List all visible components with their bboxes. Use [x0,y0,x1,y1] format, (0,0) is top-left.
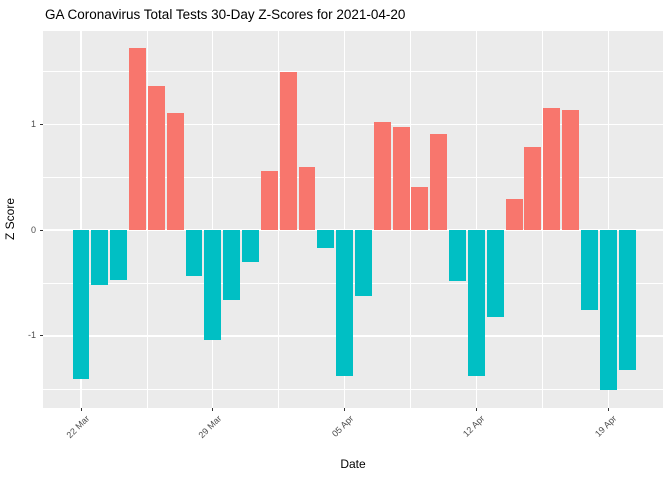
bar [392,127,410,231]
bar [166,112,184,231]
y-tick-label: 0 [30,224,36,235]
gridline-minor-h [43,176,663,178]
bar [449,230,467,281]
gridline-minor-h [43,70,663,72]
gridline-major-v [607,31,609,408]
bar [336,230,354,377]
bar [411,186,429,231]
gridline-minor-v [278,31,280,408]
bar [129,47,146,231]
bar [599,230,617,390]
x-tick-label: 12 Apr [461,413,487,439]
y-tick-label: -1 [27,330,36,341]
bar [562,110,580,231]
bar [618,230,636,370]
gridline-major-v [475,31,478,408]
bar [110,230,128,280]
bar [91,230,109,286]
bar [185,230,203,276]
bar [430,133,448,231]
bar [298,166,316,231]
x-tick-mark [607,408,609,411]
y-tick-label: 1 [30,118,36,129]
bar [467,230,485,377]
x-tick-mark [475,408,477,411]
bar [580,230,598,310]
x-tick-mark [212,408,214,411]
chart-title: GA Coronavirus Total Tests 30-Day Z-Scor… [45,7,406,22]
bar [317,230,335,249]
bar [72,230,90,380]
y-tick-mark [40,229,43,231]
gridline-minor-v [541,31,543,408]
gridline-major-h [43,123,663,125]
bar [524,147,542,231]
bar [486,230,504,317]
x-tick-mark [344,408,346,411]
x-tick-label: 29 Mar [196,413,224,441]
x-tick-label: 05 Apr [329,413,355,439]
bar [223,230,241,300]
y-axis-title: Z Score [3,197,17,241]
bar [260,170,278,231]
bar [242,230,259,262]
bar [147,86,165,231]
bar [373,122,391,231]
gridline-major-v [80,31,82,408]
bar [543,108,561,231]
y-tick-mark [40,335,43,337]
gridline-major-v [343,31,346,408]
x-tick-mark [80,408,82,411]
bar [505,199,523,231]
x-tick-label: 22 Mar [64,413,92,441]
gridline-major-v [212,31,214,408]
plot-panel [43,31,663,408]
gridline-minor-h [43,388,663,390]
y-tick-mark [40,123,43,125]
x-axis-title: Date [340,457,366,471]
bar [355,230,372,296]
bar [279,72,297,231]
gridline-minor-v [146,31,148,408]
gridline-minor-v [410,31,411,408]
bar [204,230,222,341]
x-tick-label: 19 Apr [593,413,619,439]
